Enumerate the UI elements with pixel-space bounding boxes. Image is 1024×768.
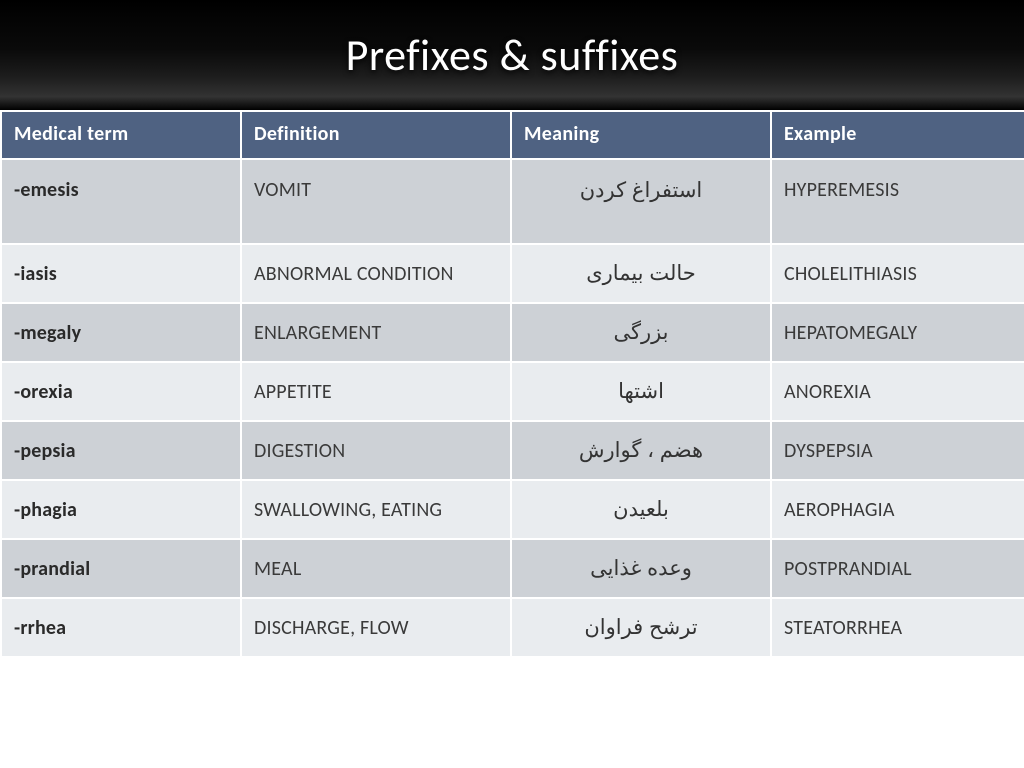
cell-definition: discharge, flow xyxy=(241,598,511,657)
cell-term: -prandial xyxy=(1,539,241,598)
cell-definition: enlargement xyxy=(241,303,511,362)
col-header-meaning: Meaning xyxy=(511,111,771,159)
cell-definition: abnormal condition xyxy=(241,244,511,303)
cell-meaning: ترشح فراوان xyxy=(511,598,771,657)
cell-definition: appetite xyxy=(241,362,511,421)
cell-example: anorexia xyxy=(771,362,1024,421)
cell-definition: digestion xyxy=(241,421,511,480)
slide-title: Prefixes & suffixes xyxy=(346,28,679,82)
cell-meaning: هضم ، گوارش xyxy=(511,421,771,480)
cell-definition: swallowing, eating xyxy=(241,480,511,539)
col-header-example: Example xyxy=(771,111,1024,159)
cell-meaning: حالت بیماری xyxy=(511,244,771,303)
cell-definition: meal xyxy=(241,539,511,598)
table-row: -prandial meal وعده غذایی postprandial xyxy=(1,539,1024,598)
table-row: -megaly enlargement بزرگی hepatomegaly xyxy=(1,303,1024,362)
table-row: -pepsia digestion هضم ، گوارش dyspepsia xyxy=(1,421,1024,480)
cell-meaning: بلعیدن xyxy=(511,480,771,539)
cell-meaning: بزرگی xyxy=(511,303,771,362)
prefix-suffix-table: Medical term Definition Meaning Example … xyxy=(0,110,1024,658)
cell-definition: vomit xyxy=(241,159,511,244)
cell-example: steatorrhea xyxy=(771,598,1024,657)
col-header-definition: Definition xyxy=(241,111,511,159)
cell-example: dyspepsia xyxy=(771,421,1024,480)
cell-term: -orexia xyxy=(1,362,241,421)
table-row: -rrhea discharge, flow ترشح فراوان steat… xyxy=(1,598,1024,657)
cell-term: -pepsia xyxy=(1,421,241,480)
table-header-row: Medical term Definition Meaning Example xyxy=(1,111,1024,159)
col-header-term: Medical term xyxy=(1,111,241,159)
cell-example: hyperemesis xyxy=(771,159,1024,244)
table-row: -orexia appetite اشتها anorexia xyxy=(1,362,1024,421)
cell-term: -phagia xyxy=(1,480,241,539)
cell-term: -iasis xyxy=(1,244,241,303)
table-row: -emesis vomit استفراغ کردن hyperemesis xyxy=(1,159,1024,244)
cell-meaning: استفراغ کردن xyxy=(511,159,771,244)
cell-meaning: اشتها xyxy=(511,362,771,421)
cell-term: -megaly xyxy=(1,303,241,362)
slide-title-band: Prefixes & suffixes xyxy=(0,0,1024,110)
cell-meaning: وعده غذایی xyxy=(511,539,771,598)
cell-term: -emesis xyxy=(1,159,241,244)
table-row: -iasis abnormal condition حالت بیماری ch… xyxy=(1,244,1024,303)
table-row: -phagia swallowing, eating بلعیدن aeroph… xyxy=(1,480,1024,539)
cell-example: aerophagia xyxy=(771,480,1024,539)
cell-example: hepatomegaly xyxy=(771,303,1024,362)
cell-example: postprandial xyxy=(771,539,1024,598)
cell-example: cholelithiasis xyxy=(771,244,1024,303)
cell-term: -rrhea xyxy=(1,598,241,657)
